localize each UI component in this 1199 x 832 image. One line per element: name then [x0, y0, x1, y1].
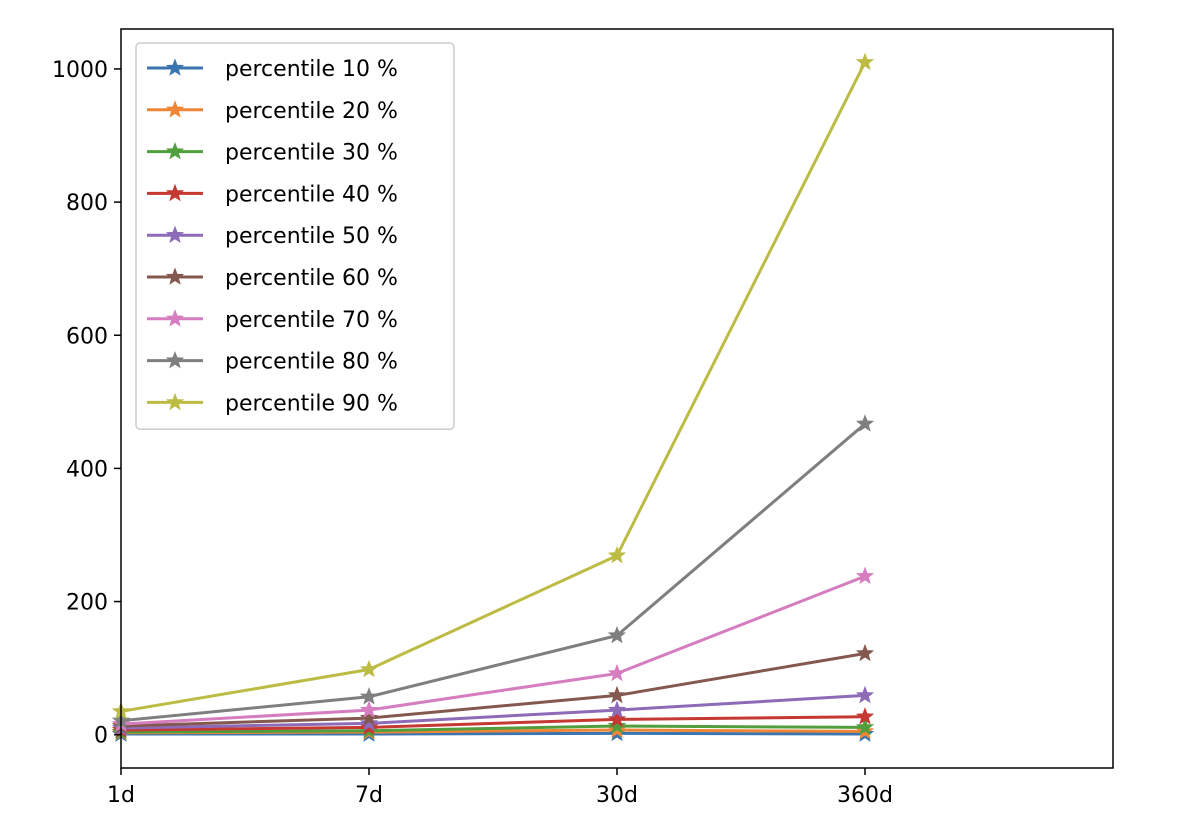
data-point: [855, 414, 875, 432]
data-point: [359, 708, 379, 726]
legend-entry: percentile 50 %: [147, 224, 398, 249]
legend-label: percentile 90 %: [225, 391, 398, 416]
legend-entry: percentile 80 %: [147, 350, 398, 375]
series-6: [111, 643, 875, 734]
data-point: [359, 713, 379, 732]
data-point: [359, 700, 379, 718]
series-line: [120, 422, 866, 723]
series-line: [120, 715, 866, 732]
series-8: [111, 414, 875, 729]
x-tick-label: 360d: [837, 783, 893, 808]
y-tick-label: 200: [66, 591, 108, 616]
legend-label: percentile 30 %: [225, 141, 398, 166]
y-tick-label: 400: [66, 457, 108, 482]
legend-label: percentile 10 %: [225, 57, 398, 82]
legend-entry: percentile 30 %: [147, 141, 398, 166]
y-tick-label: 600: [66, 324, 108, 349]
series-line: [120, 652, 866, 728]
legend-box: [135, 42, 455, 430]
x-axis: 1d 7d 30d 360d: [107, 768, 893, 808]
data-point: [607, 663, 627, 682]
legend-marker: [165, 141, 185, 160]
legend-entry: percentile 60 %: [147, 266, 398, 291]
series-line: [121, 731, 866, 736]
x-tick-label: 7d: [355, 783, 383, 808]
legend-marker: [165, 350, 185, 369]
legend-label: percentile 60 %: [225, 266, 398, 291]
legend-marker: [165, 183, 185, 202]
data-point: [855, 566, 875, 585]
legend-marker: [165, 58, 185, 76]
legend-marker: [165, 267, 185, 285]
legend-marker: [165, 309, 185, 327]
data-point: [359, 659, 379, 678]
data-point: [607, 709, 627, 728]
data-point: [607, 545, 627, 564]
data-point: [607, 685, 627, 704]
y-axis: 0 200 400 600 800 1000: [52, 58, 121, 749]
series-line: [120, 574, 866, 726]
data-point: [855, 707, 875, 725]
legend-entry: percentile 40 %: [147, 182, 398, 207]
series-line: [120, 724, 866, 734]
x-tick-label: 1d: [107, 783, 135, 808]
legend-entry: percentile 90 %: [147, 391, 398, 416]
y-tick-label: 0: [94, 724, 108, 749]
data-point: [855, 717, 875, 736]
legend-marker: [165, 392, 185, 411]
data-point: [855, 52, 875, 71]
y-tick-label: 800: [66, 191, 108, 216]
data-point: [607, 625, 627, 644]
legend-marker: [165, 100, 185, 118]
legend-entry: percentile 70 %: [147, 308, 398, 333]
series-line: [120, 693, 866, 730]
legend: percentile 10 % percentile 20 % percentile…: [135, 42, 455, 430]
legend-label: percentile 20 %: [225, 99, 398, 124]
legend-entry: percentile 10 %: [147, 57, 398, 82]
legend-marker: [165, 225, 185, 243]
legend-label: percentile 80 %: [225, 350, 398, 375]
data-point: [607, 700, 627, 718]
series-line: [120, 61, 867, 713]
legend-label: percentile 70 %: [225, 308, 398, 333]
data-point: [855, 643, 875, 662]
legend-label: percentile 50 %: [225, 224, 398, 249]
legend-entry: percentile 20 %: [147, 99, 398, 124]
data-point: [607, 716, 627, 734]
data-point: [359, 687, 379, 705]
legend-label: percentile 40 %: [225, 182, 398, 207]
plot-lines: [111, 52, 875, 742]
data-point: [855, 685, 875, 704]
x-tick-label: 30d: [596, 783, 638, 808]
y-tick-label: 1000: [52, 58, 108, 83]
